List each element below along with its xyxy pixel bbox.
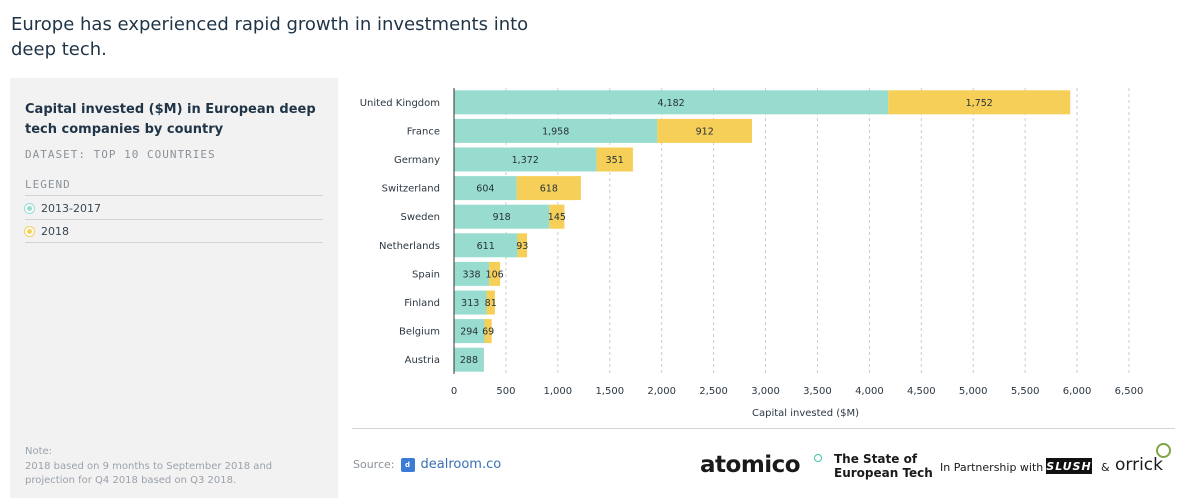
source: Source: d dealroom.co [353, 457, 501, 472]
x-tick-label: 0 [451, 386, 457, 397]
x-tick-label: 2,000 [647, 386, 676, 397]
footer-divider [352, 428, 1175, 429]
bar-segment [486, 290, 495, 315]
bar-value-label: 145 [548, 212, 566, 223]
report-title-line2: European Tech [834, 466, 933, 480]
x-tick-label: 5,000 [959, 386, 988, 397]
legend-heading: LEGEND [25, 178, 323, 196]
bar-value-label: 618 [540, 184, 558, 195]
bar-value-label: 1,958 [542, 126, 569, 137]
x-tick-label: 500 [496, 386, 515, 397]
bar-segment [596, 147, 633, 172]
legend-dot-icon [25, 203, 34, 213]
category-label: Belgium [399, 327, 440, 338]
x-tick-label: 2,500 [699, 386, 728, 397]
orrick-ring-icon [1156, 443, 1171, 458]
bar-value-label: 288 [460, 355, 478, 366]
dealroom-logo-icon: d [400, 457, 415, 472]
category-label: Sweden [400, 212, 440, 223]
bar-value-label: 4,182 [658, 98, 685, 109]
ampersand: & [1101, 461, 1110, 474]
category-label: Austria [405, 355, 440, 366]
orrick-logo: orrick [1115, 455, 1163, 475]
legend-item-2018[interactable]: 2018 [25, 220, 323, 243]
bar-segment [454, 204, 550, 229]
bar-segment [517, 233, 528, 258]
bar-segment [657, 118, 753, 143]
bar-segment [454, 319, 485, 344]
legend-item-2013-2017[interactable]: 2013-2017 [25, 197, 323, 220]
bar-value-label: 294 [460, 327, 478, 338]
x-tick-label: 1,500 [595, 386, 624, 397]
legend-dot-icon [25, 226, 34, 236]
bar-segment [454, 347, 484, 372]
bar-segment [454, 261, 490, 286]
bar-segment [454, 147, 597, 172]
report-title-line1: The State of [834, 452, 918, 466]
bar-value-label: 338 [462, 269, 480, 280]
bar-segment [454, 90, 889, 115]
x-tick-label: 5,500 [1011, 386, 1040, 397]
bar-value-label: 918 [493, 212, 511, 223]
dataset-label: DATASET: TOP 10 COUNTRIES [25, 148, 216, 161]
category-label: Switzerland [382, 184, 440, 195]
bar-value-label: 81 [485, 298, 497, 309]
bar-value-label: 106 [486, 269, 504, 280]
chart-title: Capital invested ($M) in European deep t… [25, 102, 316, 137]
info-panel: Capital invested ($M) in European deep t… [10, 78, 338, 498]
note-text: 2018 based on 9 months to September 2018… [25, 461, 273, 486]
bar-value-label: 93 [516, 241, 528, 252]
slush-logo: SLUSH [1046, 458, 1092, 474]
x-tick-label: 4,000 [855, 386, 884, 397]
bar-value-label: 611 [477, 241, 495, 252]
bar-chart: 0 500 1,000 1,500 2,000 2,500 3,000 3,500 4,000 4… [360, 88, 1144, 419]
bar-value-label: 69 [482, 327, 494, 338]
bar-value-label: 912 [696, 126, 714, 137]
x-tick-label: 3,500 [803, 386, 832, 397]
source-label: Source: [353, 458, 395, 471]
category-label: Spain [412, 269, 440, 280]
bar-segment [489, 261, 501, 286]
report-title: The State of European Tech [834, 452, 933, 480]
bar-segment [454, 290, 487, 315]
bar-segment [454, 118, 658, 143]
bar-segment [454, 233, 518, 258]
category-label: France [407, 126, 440, 137]
atomico-logo: atomico [700, 452, 801, 478]
bar-value-label: 1,372 [512, 155, 539, 166]
bar-value-label: 604 [476, 184, 494, 195]
bar-segment [549, 204, 565, 229]
page-headline: Europe has experienced rapid growth in i… [11, 14, 529, 60]
x-tick-label: 1,000 [544, 386, 573, 397]
x-tick-label: 6,500 [1115, 386, 1144, 397]
bar-value-label: 313 [461, 298, 479, 309]
x-tick-label: 3,000 [751, 386, 780, 397]
category-label: Finland [404, 298, 440, 309]
legend-label: 2013-2017 [41, 201, 101, 215]
bar-segment [888, 90, 1071, 115]
x-axis-title: Capital invested ($M) [752, 408, 859, 419]
note-label: Note: [25, 446, 53, 457]
bar-segment [484, 319, 492, 344]
category-label: United Kingdom [360, 98, 440, 109]
x-tick-label: 6,000 [1063, 386, 1092, 397]
bar-segment [516, 176, 581, 201]
legend-label: 2018 [41, 224, 69, 238]
source-name[interactable]: dealroom.co [420, 457, 502, 472]
bar-segment [454, 176, 517, 201]
partnership-label: In Partnership with [940, 461, 1044, 474]
atomico-dot-icon [814, 454, 822, 462]
category-label: Germany [394, 155, 440, 166]
bar-value-label: 1,752 [966, 98, 993, 109]
x-tick-label: 4,500 [907, 386, 936, 397]
category-label: Netherlands [379, 241, 440, 252]
bar-value-label: 351 [606, 155, 624, 166]
